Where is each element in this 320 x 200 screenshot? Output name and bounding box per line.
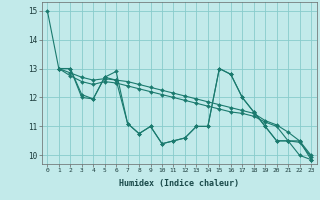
X-axis label: Humidex (Indice chaleur): Humidex (Indice chaleur) — [119, 179, 239, 188]
